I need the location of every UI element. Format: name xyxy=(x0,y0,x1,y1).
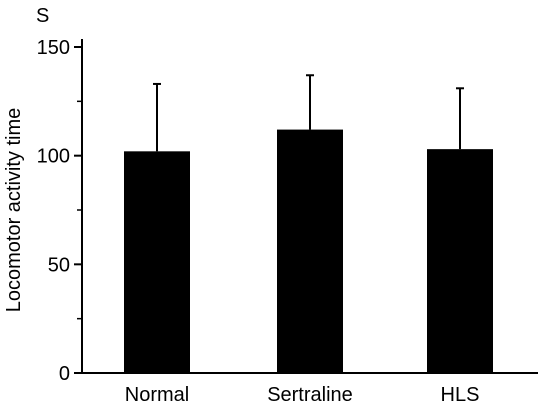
x-tick-label-sertraline: Sertraline xyxy=(267,384,353,406)
y-tick-label-50: 50 xyxy=(48,254,70,276)
y-tick-label-0: 0 xyxy=(59,363,70,385)
bar-sertraline xyxy=(277,129,343,373)
y-unit-label: S xyxy=(36,5,49,27)
x-tick-label-normal: Normal xyxy=(125,384,189,406)
error-bars-group xyxy=(153,74,464,152)
y-ticks-group: 0 50 100 150 xyxy=(37,37,82,385)
x-tick-labels-group: Normal Sertraline HLS xyxy=(125,384,480,406)
bars-group xyxy=(124,129,493,373)
y-axis-label: Locomotor activity time xyxy=(3,108,25,313)
bar-hls xyxy=(427,149,493,373)
bar-normal xyxy=(124,151,190,373)
y-tick-label-150: 150 xyxy=(37,37,70,59)
x-tick-label-hls: HLS xyxy=(441,384,480,406)
y-tick-label-100: 100 xyxy=(37,146,70,168)
